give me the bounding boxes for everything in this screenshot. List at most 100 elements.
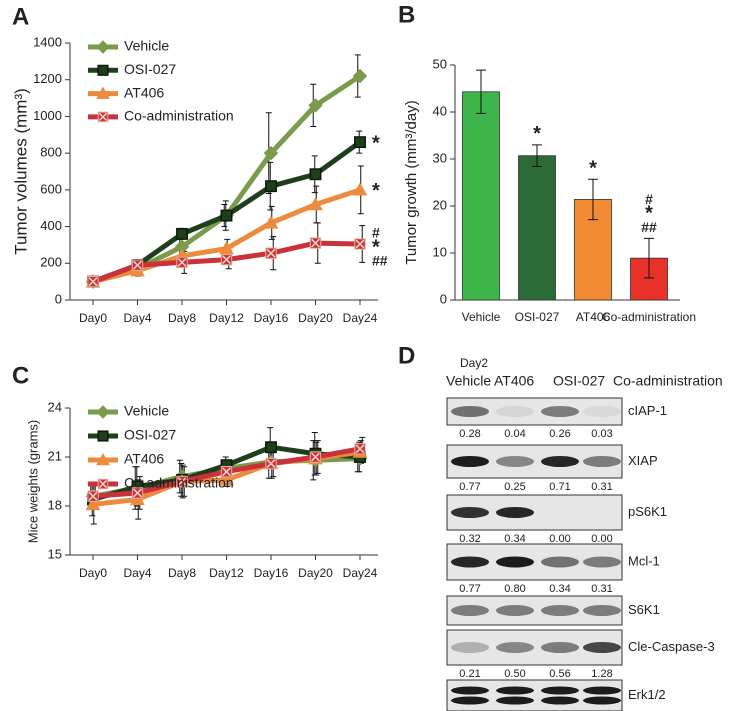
point [352,68,368,84]
y-tick-label: 400 [40,218,62,233]
quantification: 0.04 [504,428,525,440]
marker-x [88,277,98,287]
marker-x [222,255,231,265]
band [496,686,534,695]
x-tick-label: Day20 [298,311,333,325]
y-axis-title: Mice weights (grams) [25,420,40,544]
marker-x [98,112,108,122]
quantification: 0.21 [459,668,480,680]
row-label: Cle-Caspase-3 [628,639,715,654]
significance-mark: ## [372,253,388,269]
point [308,197,323,211]
x-tick-label: OSI-027 [515,310,560,324]
x-tick-label: Day16 [254,311,289,325]
band [541,406,579,417]
bar [518,155,556,301]
y-tick-label: 600 [40,181,62,196]
point [220,253,233,266]
legend-label: OSI-027 [124,427,176,443]
band [496,456,534,467]
band [451,642,489,653]
band [541,556,579,568]
quantification: 0.77 [459,583,480,595]
panel-label: A [12,3,29,30]
significance-mark: ## [641,219,657,235]
legend-label: Vehicle [124,403,169,419]
marker-x [311,452,320,462]
error-bar [476,69,486,114]
marker-x [177,257,187,267]
blot-box [446,679,623,711]
legend-marker [96,452,110,466]
x-tick-label: Day0 [79,566,107,580]
band [496,406,534,417]
point [263,145,279,161]
x-tick-label: Day16 [254,566,289,580]
significance-mark: * [372,180,380,202]
legend-marker [97,478,109,490]
y-tick-label: 15 [48,546,62,561]
y-axis-title: Tumor growth (mm³/day) [403,100,420,264]
point [263,215,279,229]
band [541,456,579,467]
marker-x [266,248,276,258]
legend-label: Vehicle [124,38,169,54]
lane-label: AT406 [494,373,534,389]
lane-label: Co-administration [613,373,723,389]
error-bar [644,237,654,279]
row-label: S6K1 [628,602,660,617]
significance-mark: * [589,157,597,179]
band [541,686,579,695]
band [451,456,489,467]
quantification: 0.25 [504,481,525,493]
quantification: 0.00 [549,533,570,545]
y-tick-label: 50 [433,56,447,71]
legend-label: AT406 [124,84,164,100]
x-tick-label: Day4 [123,311,151,325]
legend-marker [96,405,110,419]
significance-mark: * [533,123,541,145]
y-axis-title: Tumor volumes (mm³) [11,88,30,255]
band [583,406,621,417]
marker-x [266,459,276,468]
y-tick-label: 24 [48,399,62,414]
marker-x [88,491,98,501]
x-tick-label: AT406 [576,310,611,324]
point [265,457,277,470]
x-tick-label: Day4 [123,566,151,580]
x-tick-label: Co-administration [602,310,696,324]
point [265,247,277,259]
row-label: cIAP-1 [628,403,667,418]
point [265,441,277,454]
point [219,241,234,255]
marker-x [355,444,365,454]
band [451,605,489,616]
legend-label: AT406 [124,451,164,467]
y-tick-label: 0 [55,291,62,306]
quantification: 0.31 [591,481,612,493]
quantification: 0.77 [459,481,480,493]
legend-label: Co-administration [124,108,234,124]
legend-label: Co-administration [124,475,234,491]
point [354,136,366,149]
point [87,490,99,502]
x-tick-label: Day12 [209,311,244,325]
band [541,605,579,616]
legend-marker [97,430,109,442]
x-tick-label: Day24 [343,566,378,580]
point [176,256,188,269]
quantification: 1.28 [591,668,612,680]
quantification: 0.31 [591,583,612,595]
quantification: 0.56 [549,668,570,680]
x-tick-label: Day8 [168,311,196,325]
y-tick-label: 200 [40,255,62,270]
row-label: pS6K1 [628,504,667,519]
y-tick-label: 30 [433,150,447,165]
significance-mark: * [372,132,380,154]
quantification: 0.00 [591,533,612,545]
quantification: 0.34 [504,533,525,545]
band [583,456,621,467]
x-tick-label: Day8 [168,566,196,580]
marker-x [177,477,187,486]
